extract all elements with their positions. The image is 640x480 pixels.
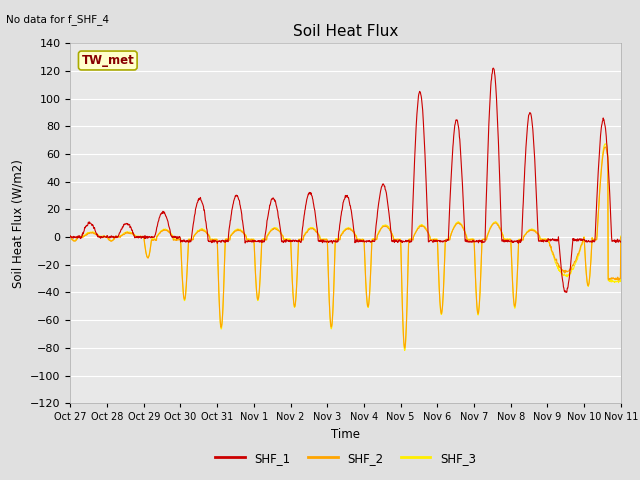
Text: No data for f_SHF_4: No data for f_SHF_4 xyxy=(6,14,109,25)
X-axis label: Time: Time xyxy=(331,428,360,441)
Title: Soil Heat Flux: Soil Heat Flux xyxy=(293,24,398,39)
Legend: SHF_1, SHF_2, SHF_3: SHF_1, SHF_2, SHF_3 xyxy=(211,447,481,469)
Y-axis label: Soil Heat Flux (W/m2): Soil Heat Flux (W/m2) xyxy=(12,159,24,288)
Text: TW_met: TW_met xyxy=(81,54,134,67)
